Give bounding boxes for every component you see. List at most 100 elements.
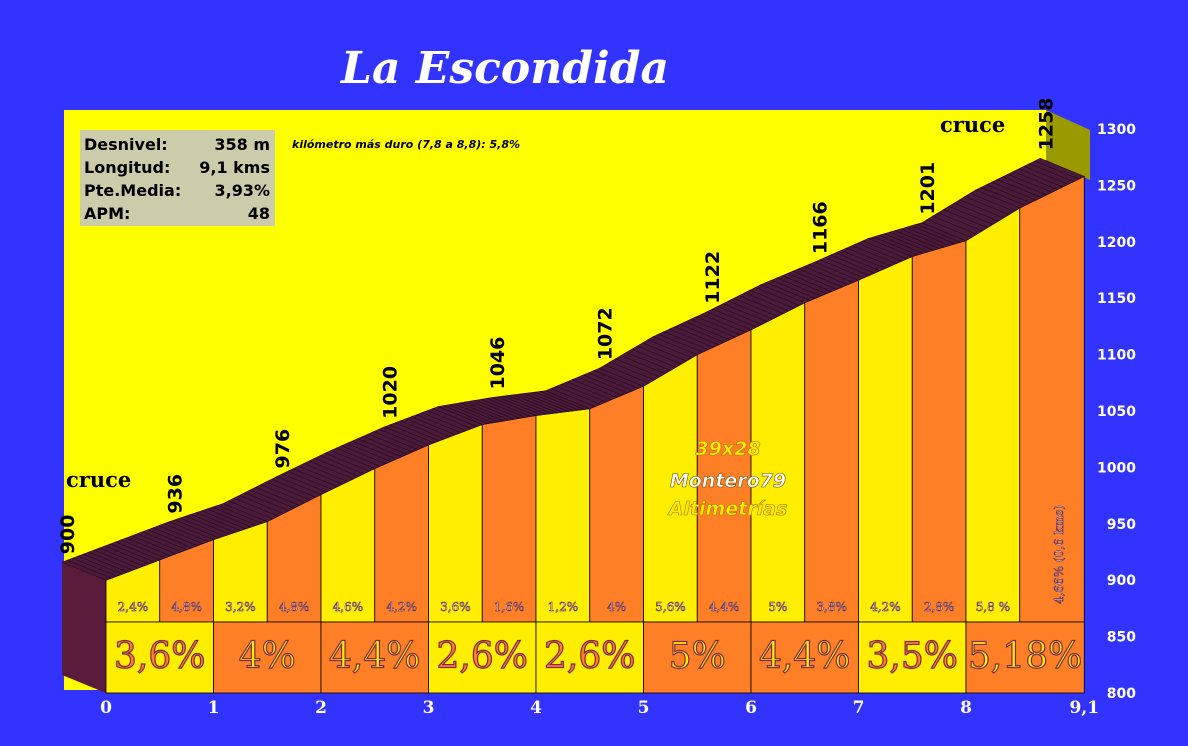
- km-gradient-cell: [858, 621, 967, 694]
- y-tick-label: 1050: [1097, 404, 1136, 420]
- half-km-gradient-label: 3,8%: [816, 600, 847, 614]
- half-km-gradient-label: 4%: [607, 600, 626, 614]
- stat-label-longitud: Longitud:: [84, 158, 170, 177]
- sky-panel-depth: [1046, 110, 1090, 180]
- stat-label-pendiente: Pte.Media:: [84, 181, 181, 200]
- chart-title: La Escondida: [339, 43, 669, 94]
- km-gradient-cell: [965, 621, 1085, 694]
- x-tick-label: 8: [960, 698, 972, 718]
- km-gradient-label: 5%: [669, 636, 726, 677]
- half-km-gradient-label: 4,2%: [386, 600, 417, 614]
- stat-label-desnivel: Desnivel:: [84, 135, 168, 154]
- half-km-gradient-label: 4,6%: [333, 600, 364, 614]
- credit-gearing: 39x28: [695, 438, 760, 460]
- y-tick-label: 900: [1107, 573, 1136, 589]
- half-km-gradient-label: 3,6%: [440, 600, 471, 614]
- stat-value-longitud: 9,1 kms: [199, 158, 270, 177]
- y-tick-label: 800: [1107, 686, 1136, 702]
- last-segment-label: 4,66% (0,6 kms): [1052, 505, 1066, 604]
- profile-column: [804, 279, 859, 623]
- x-tick-label: 6: [745, 698, 757, 718]
- profile-column: [911, 240, 967, 623]
- half-km-gradient-label: 5,6%: [655, 600, 686, 614]
- profile-column: [535, 408, 591, 623]
- start-label: cruce: [66, 467, 131, 492]
- half-km-gradient-label: 2,8%: [924, 600, 955, 614]
- half-km-gradient-label: 1,2%: [548, 600, 579, 614]
- km-gradient-cell: [643, 621, 752, 694]
- credit: 39x28 Montero79 Altimetrías: [666, 438, 788, 521]
- x-tick-label: 7: [853, 698, 865, 718]
- x-tick-label: 3: [423, 698, 435, 718]
- y-tick-label: 950: [1107, 517, 1136, 533]
- x-tick-label: 2: [315, 698, 327, 718]
- stat-value-pendiente: 3,93%: [214, 181, 270, 200]
- km-altitude-label: 976: [272, 429, 294, 469]
- km-gradient-cell: [750, 621, 859, 694]
- km-gradient-cell: [213, 621, 322, 694]
- x-tick-label: 4: [530, 698, 542, 718]
- hardest-km-note: kilómetro más duro (7,8 a 8,8): 5,8%: [292, 138, 520, 151]
- y-tick-label: 1250: [1097, 178, 1136, 194]
- y-tick-label: 1200: [1097, 235, 1136, 251]
- km-gradient-cell: [535, 621, 644, 694]
- profile-column: [481, 415, 537, 623]
- km-altitude-label: 1201: [917, 162, 939, 215]
- half-km-gradient-label: 2,4%: [118, 600, 149, 614]
- profile-column: [858, 255, 913, 623]
- km-altitude-label: 1020: [380, 366, 402, 419]
- half-km-gradient-label: 4,8%: [171, 600, 202, 614]
- km-altitude-label: 1166: [810, 201, 832, 254]
- km-gradient-label: 2,6%: [437, 636, 528, 677]
- half-km-gradient-label: 4,2%: [870, 600, 901, 614]
- x-tick-label: 9,1: [1069, 698, 1099, 718]
- profile-column: [374, 444, 429, 623]
- credit-author: Montero79: [670, 470, 786, 492]
- ridge-strip: [1034, 158, 1085, 180]
- km-gradient-label: 4,4%: [759, 636, 850, 677]
- x-tick-label: 5: [638, 698, 650, 718]
- credit-brand: Altimetrías: [667, 498, 788, 520]
- km-gradient-cell: [105, 621, 214, 694]
- half-km-gradient-label: 4,8%: [279, 600, 310, 614]
- half-km-gradient-label: 5,8 %: [976, 600, 1010, 614]
- half-km-gradient-label: 5%: [768, 600, 787, 614]
- km-gradient-cell: [428, 621, 537, 694]
- x-tick-label: 1: [208, 698, 220, 718]
- x-tick-label: 0: [100, 698, 112, 718]
- stat-value-apm: 48: [248, 204, 270, 223]
- left-wall: [62, 562, 106, 693]
- y-tick-label: 1000: [1097, 460, 1136, 476]
- y-tick-label: 1100: [1097, 348, 1136, 364]
- profile-column: [589, 385, 644, 623]
- km-gradient-cell: [320, 621, 429, 694]
- km-gradient-label: 3,6%: [114, 636, 205, 677]
- km-altitude-label: 936: [165, 474, 187, 514]
- stat-label-apm: APM:: [84, 204, 130, 223]
- km-gradient-label: 5,18%: [968, 636, 1082, 677]
- km-gradient-label: 4,4%: [329, 636, 420, 677]
- km-altitude-label: 1122: [702, 251, 724, 304]
- km-gradient-label: 4%: [239, 636, 296, 677]
- y-tick-label: 1300: [1097, 122, 1136, 138]
- km-altitude-label: 900: [57, 515, 79, 555]
- km-altitude-label: 1258: [1035, 97, 1057, 150]
- km-altitude-label: 1072: [595, 307, 617, 360]
- half-km-gradient-label: 3,2%: [225, 600, 256, 614]
- y-tick-label: 1150: [1097, 291, 1136, 307]
- km-gradient-label: 2,6%: [544, 636, 635, 677]
- profile-column: [750, 302, 806, 623]
- profile-column: [428, 423, 483, 623]
- km-altitude-label: 1046: [487, 337, 509, 390]
- half-km-gradient-label: 4,4%: [709, 600, 740, 614]
- stat-value-desnivel: 358 m: [214, 135, 270, 154]
- km-gradient-label: 3,5%: [867, 636, 958, 677]
- profile-column: [320, 467, 376, 623]
- profile-column: [965, 207, 1021, 623]
- stats-background: [80, 130, 275, 226]
- half-km-gradient-label: 1,6%: [494, 600, 525, 614]
- stats-box: Desnivel: 358 m Longitud: 9,1 kms Pte.Me…: [80, 130, 275, 226]
- y-tick-label: 850: [1107, 630, 1136, 646]
- end-label: cruce: [940, 112, 1005, 137]
